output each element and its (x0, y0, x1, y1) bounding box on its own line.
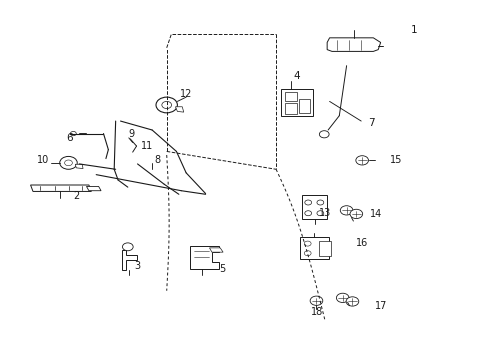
Bar (301, 195, 326, 219)
Text: 12: 12 (180, 89, 192, 99)
Polygon shape (175, 107, 183, 112)
Polygon shape (326, 38, 380, 51)
Text: 17: 17 (374, 301, 386, 311)
Circle shape (162, 102, 171, 109)
Text: 6: 6 (66, 133, 73, 143)
Bar (299, 99, 309, 113)
Circle shape (60, 157, 77, 169)
Circle shape (122, 243, 133, 251)
Circle shape (309, 296, 322, 305)
Circle shape (336, 293, 348, 302)
Circle shape (340, 206, 352, 215)
Polygon shape (122, 250, 136, 270)
Circle shape (304, 251, 310, 256)
Bar (318, 241, 330, 256)
Bar (285, 93, 296, 102)
Polygon shape (190, 246, 219, 269)
Text: 10: 10 (37, 156, 49, 165)
Circle shape (156, 97, 177, 113)
Polygon shape (209, 248, 223, 252)
Polygon shape (30, 185, 91, 192)
Text: 1: 1 (410, 25, 417, 35)
Circle shape (316, 211, 323, 216)
Circle shape (304, 200, 311, 205)
Polygon shape (86, 186, 101, 191)
Text: 15: 15 (389, 156, 402, 165)
Circle shape (70, 131, 76, 136)
Circle shape (349, 209, 362, 219)
Text: 9: 9 (128, 129, 135, 139)
Circle shape (319, 131, 328, 138)
Text: 4: 4 (293, 71, 300, 81)
Circle shape (304, 241, 310, 246)
Text: 13: 13 (318, 208, 330, 218)
Text: 8: 8 (154, 156, 160, 165)
Text: 16: 16 (356, 238, 368, 248)
Text: 14: 14 (369, 209, 382, 219)
Circle shape (355, 156, 368, 165)
Text: 11: 11 (141, 141, 153, 151)
Text: 18: 18 (311, 307, 323, 317)
Circle shape (316, 200, 323, 205)
Circle shape (304, 211, 311, 216)
Text: 7: 7 (368, 118, 374, 128)
Text: 2: 2 (74, 191, 80, 201)
Text: 5: 5 (219, 264, 225, 274)
Circle shape (64, 160, 72, 166)
Text: 3: 3 (134, 261, 141, 271)
Bar (285, 103, 296, 114)
Bar (281, 89, 312, 116)
Polygon shape (75, 164, 83, 168)
Bar (300, 237, 328, 258)
Circle shape (346, 297, 358, 306)
